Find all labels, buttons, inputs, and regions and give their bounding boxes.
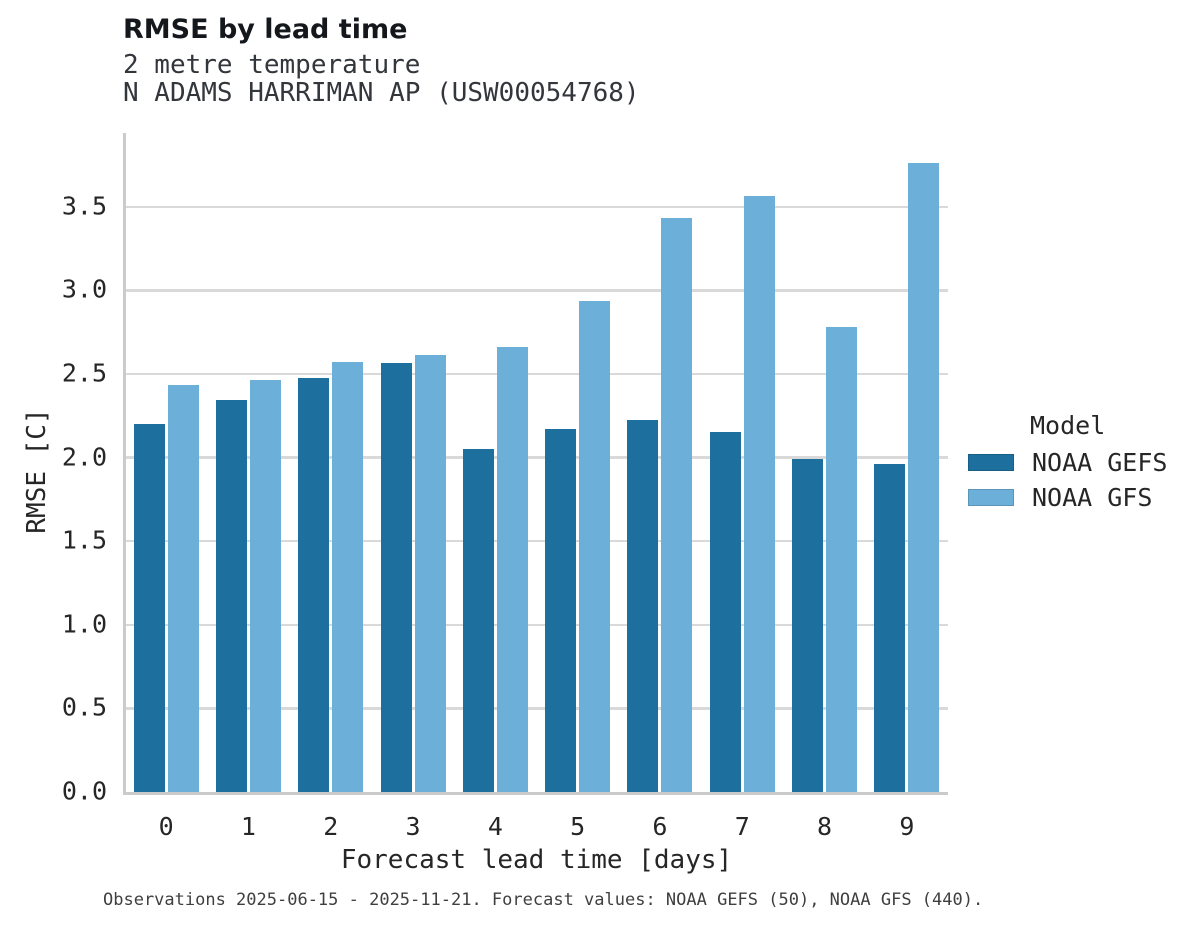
plot-area bbox=[123, 133, 948, 795]
legend-label-noaa-gefs: NOAA GEFS bbox=[1032, 447, 1168, 477]
x-tick-label-6: 6 bbox=[652, 812, 668, 841]
x-tick-label-1: 1 bbox=[240, 812, 256, 841]
gridline-y-0.5 bbox=[125, 707, 948, 710]
gridline-y-1.5 bbox=[125, 539, 948, 543]
bar-noaa-gfs-day-0 bbox=[167, 385, 199, 793]
x-tick-label-7: 7 bbox=[734, 812, 750, 841]
x-tick-label-2: 2 bbox=[323, 812, 339, 841]
y-axis-title: RMSE [C] bbox=[22, 408, 52, 534]
y-tick-label-1.5: 1.5 bbox=[61, 525, 107, 555]
x-tick-label-0: 0 bbox=[158, 812, 174, 841]
bar-noaa-gfs-day-5 bbox=[579, 301, 611, 793]
legend-title: Model bbox=[1030, 411, 1106, 440]
chart-subtitle-station: N ADAMS HARRIMAN AP (USW00054768) bbox=[123, 78, 640, 108]
gridline-y-3.5 bbox=[125, 205, 948, 209]
gridline-y-1 bbox=[125, 623, 948, 627]
legend-swatch-noaa-gefs bbox=[968, 454, 1014, 471]
legend-swatch-noaa-gfs bbox=[968, 489, 1014, 506]
bar-noaa-gfs-day-7 bbox=[743, 196, 775, 793]
footer-caption: Observations 2025-06-15 - 2025-11-21. Fo… bbox=[103, 890, 984, 910]
x-tick-label-8: 8 bbox=[817, 812, 833, 841]
x-tick-label-9: 9 bbox=[899, 812, 915, 841]
bar-noaa-gfs-day-4 bbox=[496, 346, 528, 793]
bar-noaa-gefs-day-8 bbox=[792, 458, 824, 793]
bar-noaa-gfs-day-1 bbox=[249, 380, 281, 793]
gridline-y-2.5 bbox=[125, 372, 948, 376]
chart-title: RMSE by lead time bbox=[123, 14, 408, 45]
x-axis-title: Forecast lead time [days] bbox=[340, 845, 733, 875]
bar-noaa-gefs-day-4 bbox=[462, 448, 494, 793]
bar-noaa-gefs-day-5 bbox=[545, 428, 577, 793]
y-tick-label-3.0: 3.0 bbox=[61, 274, 107, 304]
y-tick-label-2.0: 2.0 bbox=[61, 441, 107, 471]
gridline-y-3 bbox=[125, 289, 948, 292]
y-tick-label-0.0: 0.0 bbox=[61, 776, 107, 806]
x-tick-label-3: 3 bbox=[405, 812, 421, 841]
chart-subtitle-variable: 2 metre temperature bbox=[123, 50, 421, 80]
y-axis-spine bbox=[123, 133, 126, 795]
bar-noaa-gefs-day-7 bbox=[709, 431, 741, 793]
x-tick-label-5: 5 bbox=[570, 812, 586, 841]
gridline-y-2 bbox=[125, 456, 948, 459]
bar-noaa-gfs-day-2 bbox=[332, 361, 364, 793]
bar-noaa-gefs-day-0 bbox=[133, 423, 165, 793]
y-tick-label-3.5: 3.5 bbox=[61, 191, 107, 221]
bar-noaa-gfs-day-9 bbox=[908, 162, 940, 793]
x-axis-spine bbox=[123, 792, 948, 795]
y-tick-label-1.0: 1.0 bbox=[61, 609, 107, 639]
bar-noaa-gfs-day-3 bbox=[414, 354, 446, 793]
bar-noaa-gefs-day-1 bbox=[215, 400, 247, 793]
x-tick-label-4: 4 bbox=[487, 812, 503, 841]
bar-noaa-gefs-day-2 bbox=[298, 378, 330, 793]
y-tick-label-2.5: 2.5 bbox=[61, 358, 107, 388]
bar-noaa-gefs-day-9 bbox=[874, 463, 906, 793]
bar-noaa-gefs-day-3 bbox=[380, 363, 412, 793]
legend-label-noaa-gfs: NOAA GFS bbox=[1032, 482, 1153, 512]
y-tick-label-0.5: 0.5 bbox=[61, 692, 107, 722]
bar-noaa-gfs-day-6 bbox=[661, 217, 693, 793]
bar-noaa-gfs-day-8 bbox=[826, 326, 858, 793]
bar-noaa-gefs-day-6 bbox=[627, 420, 659, 793]
